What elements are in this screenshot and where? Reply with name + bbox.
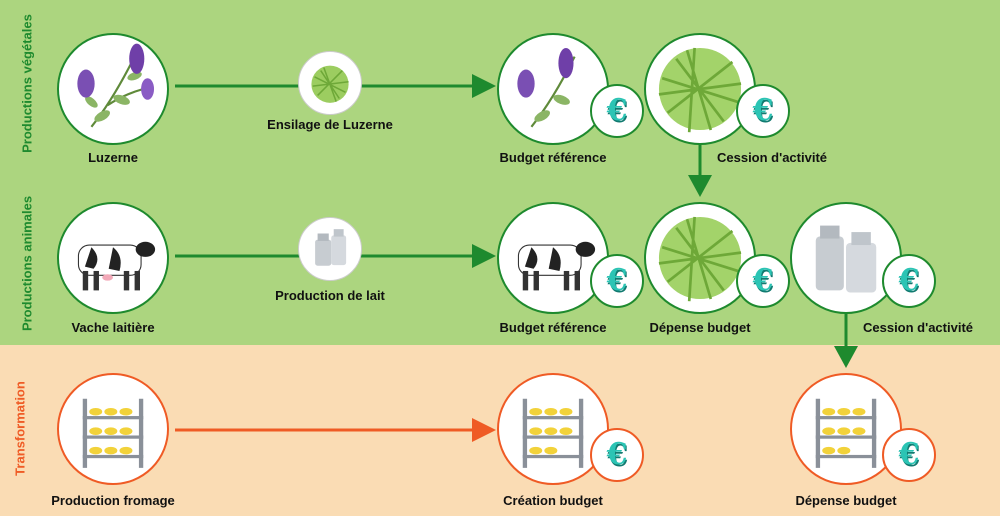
arrowhead-cession-1 [688,175,712,197]
cession-1-label: Cession d'activité [716,150,828,165]
euro-icon: € [606,93,628,128]
euro-icon: € [898,263,920,298]
cession-2-node [790,202,902,314]
ensilage-label: Ensilage de Luzerne [267,117,393,132]
arrowhead-cession-2 [834,346,858,368]
cession-1-node [644,33,756,145]
creation-budget-euro-badge: € [590,428,644,482]
arrowhead-luzerne [472,74,496,98]
budget-ref-1-euro-badge: € [590,84,644,138]
vache-label: Vache laitière [71,320,155,335]
cession-2-label: Cession d'activité [862,320,974,335]
alfalfa-flower-icon [517,47,576,128]
euro-icon: € [898,437,920,472]
budget-ref-2-label: Budget référence [499,320,607,335]
dairy-cow-icon [77,241,156,291]
depense-1-node [644,202,756,314]
depense-1-label: Dépense budget [649,320,751,335]
ensilage-node [298,51,362,115]
alfalfa-flower-icon [77,43,155,128]
production-fromage-label: Production fromage [51,493,175,508]
milk-can-icon [315,229,347,266]
cession-1-euro-badge: € [736,84,790,138]
production-lait-node [298,217,362,281]
production-fromage-node [57,373,169,485]
cheese-rack-icon [815,398,877,468]
euro-icon: € [606,437,628,472]
depense-2-node [790,373,902,485]
euro-icon: € [752,263,774,298]
budget-ref-2-euro-badge: € [590,254,644,308]
silage-grass-icon [658,47,742,133]
budget-ref-1-node [497,33,609,145]
euro-icon: € [752,93,774,128]
luzerne-label: Luzerne [88,150,138,165]
budget-ref-1-label: Budget référence [499,150,607,165]
cheese-rack-icon [522,398,584,468]
cheese-rack-icon [82,398,144,468]
cession-2-euro-badge: € [882,254,936,308]
dairy-cow-icon [517,241,596,291]
production-lait-label: Production de lait [275,288,385,303]
creation-budget-label: Création budget [503,493,603,508]
arrowhead-vache [472,244,496,268]
silage-grass-icon [658,216,742,302]
depense-2-label: Dépense budget [795,493,897,508]
milk-can-icon [815,225,877,293]
vache-node [57,202,169,314]
arrowhead-fromage [472,418,496,442]
luzerne-node [57,33,169,145]
depense-2-euro-badge: € [882,428,936,482]
creation-budget-node [497,373,609,485]
euro-icon: € [606,263,628,298]
budget-ref-2-node [497,202,609,314]
silage-grass-icon [311,65,349,103]
depense-1-euro-badge: € [736,254,790,308]
